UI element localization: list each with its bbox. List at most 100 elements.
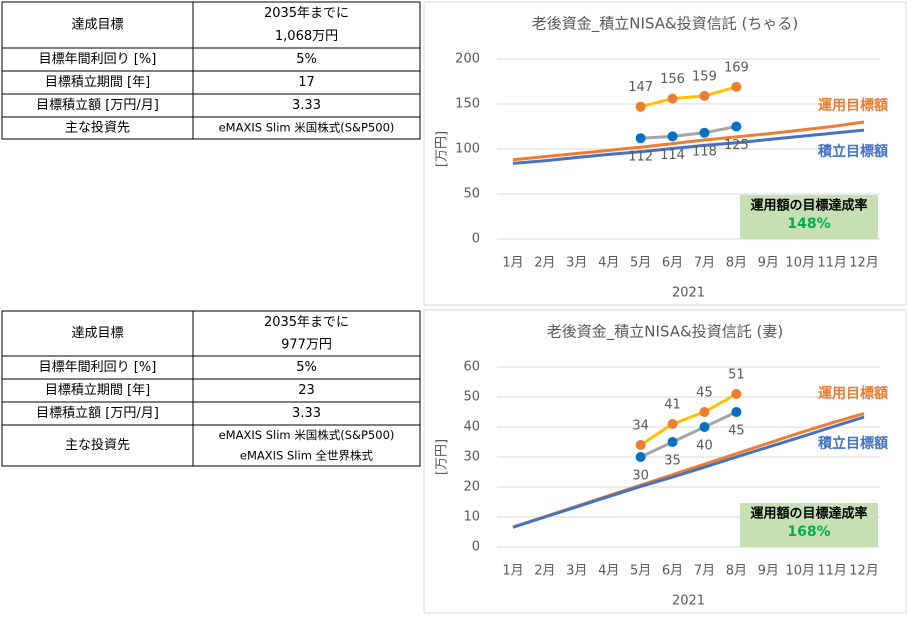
data-point xyxy=(635,101,646,112)
cell-text: 目標年間利回り [%] xyxy=(39,52,157,67)
data-label: 169 xyxy=(724,60,749,75)
cell-text: 3.33 xyxy=(292,406,321,421)
series-line xyxy=(639,392,738,447)
x-tick-label: 2月 xyxy=(534,564,555,579)
cell-text: 目標積立期間 [年] xyxy=(45,383,150,398)
rate-value: 168% xyxy=(787,524,830,540)
cell-text: eMAXIS Slim 米国株式(S&P500) xyxy=(219,121,395,135)
cell-text: 目標年間利回り [%] xyxy=(39,360,157,375)
y-axis-label: [万円] xyxy=(435,131,450,167)
cell-text: 達成目標 xyxy=(71,18,123,33)
table-cell xyxy=(1,1,194,49)
data-point xyxy=(635,452,646,462)
data-label: 159 xyxy=(692,69,717,84)
x-tick-label: 7月 xyxy=(694,564,715,579)
y-tick-label: 0 xyxy=(472,232,480,247)
chart-frame xyxy=(423,1,907,306)
data-point xyxy=(699,127,710,138)
x-tick-label: 10月 xyxy=(785,256,815,271)
data-label: 112 xyxy=(628,150,653,165)
cell-text: 17 xyxy=(298,75,315,90)
x-tick-label: 6月 xyxy=(662,256,683,271)
x-tick-label: 4月 xyxy=(598,256,619,271)
data-label: 45 xyxy=(728,424,745,439)
data-point xyxy=(731,407,742,417)
x-tick-label: 8月 xyxy=(726,564,747,579)
series-line xyxy=(512,415,865,529)
table-cell xyxy=(1,424,194,467)
cell-text: 977万円 xyxy=(281,337,332,352)
data-label: 156 xyxy=(660,72,685,87)
x-tick-label: 11月 xyxy=(817,256,847,271)
x-tick-label: 1月 xyxy=(502,564,523,579)
table-cell xyxy=(192,116,421,140)
x-tick-label: 9月 xyxy=(758,564,779,579)
y-tick-label: 40 xyxy=(463,420,480,435)
y-tick-label: 20 xyxy=(463,480,480,495)
data-point xyxy=(667,419,678,429)
data-label: 118 xyxy=(692,144,717,159)
data-point xyxy=(699,422,710,432)
x-tick-label: 7月 xyxy=(694,256,715,271)
table-cell xyxy=(192,310,421,357)
chart-title: 老後資金_積立NISA&投資信託 (妻) xyxy=(547,323,783,342)
data-point xyxy=(731,389,742,399)
x-tick-label: 2月 xyxy=(534,256,555,271)
series-line xyxy=(639,410,738,459)
data-label: 30 xyxy=(632,469,649,484)
data-label: 41 xyxy=(664,398,681,413)
data-point xyxy=(731,81,742,92)
x-tick-label: 3月 xyxy=(566,256,587,271)
data-point xyxy=(635,133,646,144)
data-point xyxy=(699,407,710,417)
data-label: 51 xyxy=(728,368,745,383)
cell-text: 23 xyxy=(298,383,315,398)
cell-text: eMAXIS Slim 全世界株式 xyxy=(240,448,374,462)
data-label: 114 xyxy=(660,148,685,163)
cell-text: 5% xyxy=(296,360,317,375)
y-tick-label: 0 xyxy=(472,540,480,555)
cell-text: 5% xyxy=(296,52,317,67)
rate-title: 運用額の目標達成率 xyxy=(750,506,867,522)
x-axis-label: 2021 xyxy=(672,594,705,609)
data-label: 40 xyxy=(696,439,713,454)
data-point xyxy=(667,131,678,142)
x-tick-label: 5月 xyxy=(630,564,651,579)
series-line xyxy=(512,128,865,165)
data-point xyxy=(635,440,646,450)
table-cell xyxy=(192,424,421,467)
y-tick-label: 30 xyxy=(463,450,480,465)
data-label: 147 xyxy=(628,80,653,95)
x-tick-label: 1月 xyxy=(502,256,523,271)
chart-title: 老後資金_積立NISA&投資信託 (ちゃる) xyxy=(532,15,798,34)
series-name: 積立目標額 xyxy=(817,143,888,160)
series-name: 運用目標額 xyxy=(818,97,888,114)
x-tick-label: 12月 xyxy=(849,256,879,271)
x-axis-label: 2021 xyxy=(672,286,705,301)
y-tick-label: 200 xyxy=(455,52,480,67)
data-label: 125 xyxy=(724,138,749,153)
data-point xyxy=(667,93,678,104)
cell-text: 主な投資先 xyxy=(65,437,130,453)
y-tick-label: 60 xyxy=(463,360,480,375)
cell-text: 1,068万円 xyxy=(275,29,338,44)
data-point xyxy=(667,437,678,447)
table-cell xyxy=(192,1,421,49)
series-name: 運用目標額 xyxy=(818,385,888,402)
data-label: 45 xyxy=(696,386,713,401)
x-tick-label: 11月 xyxy=(817,564,847,579)
rate-box xyxy=(740,195,878,239)
x-tick-label: 9月 xyxy=(758,256,779,271)
x-tick-label: 6月 xyxy=(662,564,683,579)
y-axis-label: [万円] xyxy=(435,439,450,475)
chart-frame xyxy=(423,309,907,614)
x-tick-label: 3月 xyxy=(566,564,587,579)
y-tick-label: 50 xyxy=(463,390,480,405)
x-tick-label: 10月 xyxy=(785,564,815,579)
cell-text: 2035年までに xyxy=(264,315,349,330)
data-label: 34 xyxy=(632,419,649,434)
y-tick-label: 150 xyxy=(455,97,480,112)
x-tick-label: 12月 xyxy=(849,564,879,579)
rate-value: 148% xyxy=(787,216,830,232)
